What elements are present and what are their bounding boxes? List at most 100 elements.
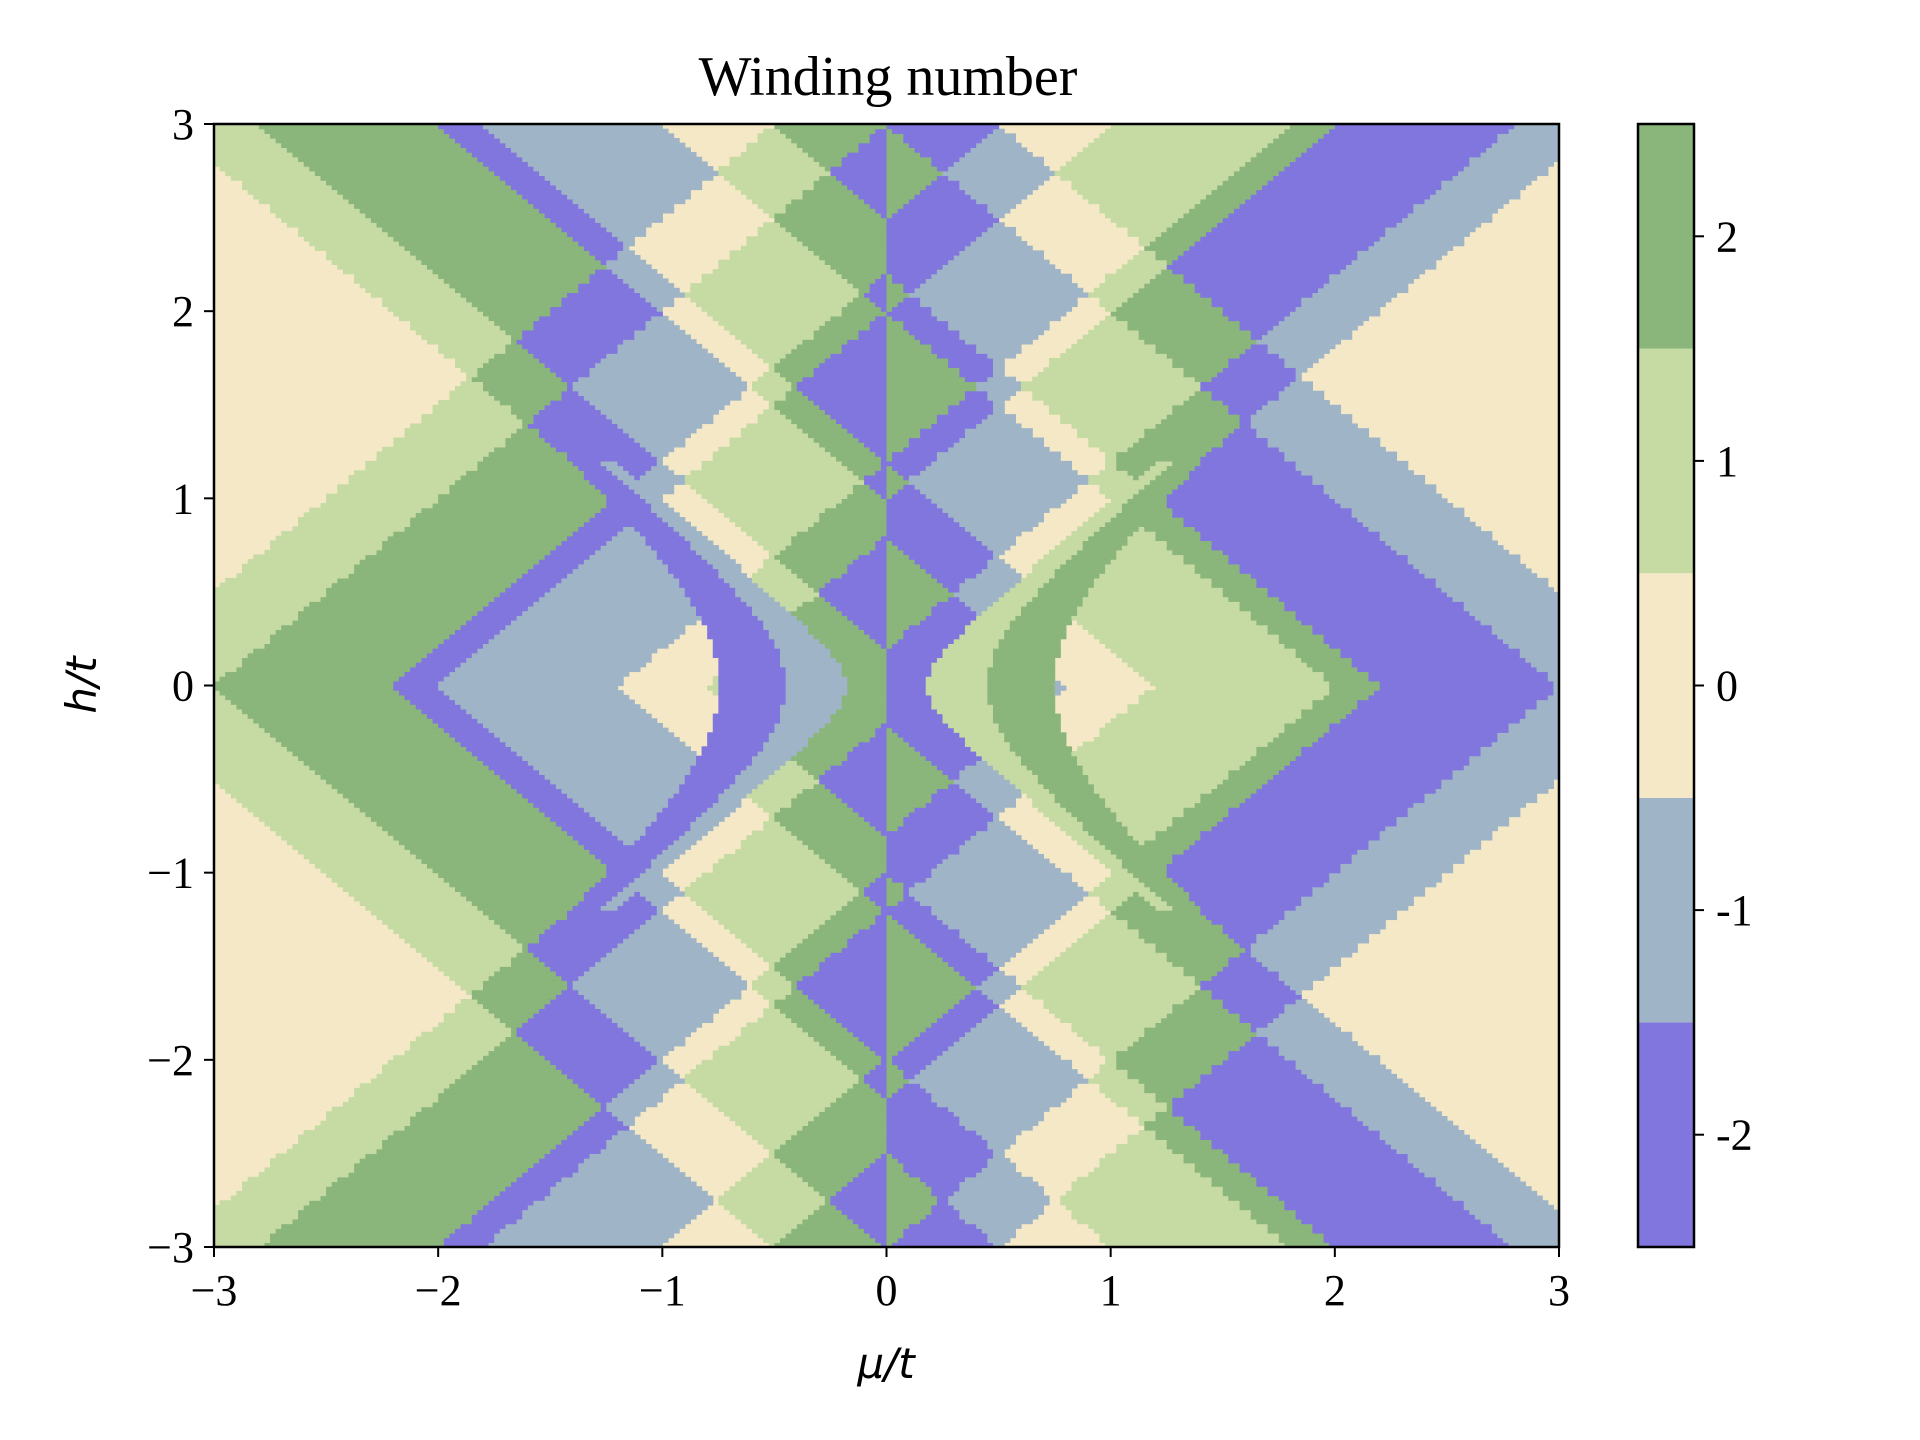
heatmap-cell — [303, 512, 417, 518]
heatmap-cell — [886, 1172, 910, 1178]
heatmap-cell — [886, 1214, 927, 1220]
heatmap-cell — [763, 970, 781, 977]
heatmap-cell — [1278, 919, 1386, 925]
heatmap-cell — [1536, 704, 1560, 710]
heatmap-cell — [1116, 1148, 1173, 1155]
heatmap-cell — [1144, 484, 1179, 490]
heatmap-cell — [488, 1050, 540, 1056]
heatmap-cell — [886, 203, 904, 209]
heatmap-cell — [886, 1176, 921, 1183]
heatmap-cell — [1553, 690, 1560, 696]
heatmap-cell — [1194, 526, 1370, 532]
heatmap-cell — [802, 989, 888, 995]
heatmap-cell — [992, 816, 1000, 822]
heatmap-cell — [886, 255, 955, 261]
heatmap-cell — [836, 1190, 888, 1197]
heatmap-cell — [645, 867, 663, 874]
heatmap-cell — [992, 662, 1056, 668]
heatmap-cell — [1172, 362, 1229, 368]
heatmap-cell — [802, 376, 888, 382]
heatmap-cell — [847, 877, 876, 883]
heatmap-cell — [976, 1172, 1022, 1178]
heatmap-cell — [656, 554, 703, 560]
heatmap-cell — [1127, 825, 1168, 832]
heatmap-cell — [449, 694, 630, 701]
heatmap-cell — [735, 521, 815, 528]
heatmap-cell — [1088, 442, 1134, 448]
heatmap-cell — [886, 605, 932, 612]
heatmap-cell — [886, 442, 910, 448]
heatmap-cell — [1413, 1162, 1504, 1169]
heatmap-cell — [1071, 1186, 1224, 1192]
heatmap-cell — [1284, 166, 1465, 172]
heatmap-cell — [606, 465, 624, 471]
heatmap-cell — [970, 793, 1022, 799]
heatmap-cell — [1116, 713, 1302, 719]
heatmap-cell — [634, 839, 675, 846]
heatmap-cell — [959, 184, 1039, 191]
heatmap-cell — [869, 1045, 888, 1052]
heatmap-cell — [763, 208, 787, 214]
heatmap-cell — [925, 1087, 1073, 1094]
heatmap-cell — [370, 217, 551, 223]
heatmap-cell — [841, 1092, 882, 1098]
heatmap-cell — [830, 863, 888, 869]
heatmap-cell — [393, 311, 484, 317]
heatmap-cell — [387, 231, 568, 237]
heatmap-cell — [1278, 1045, 1364, 1052]
heatmap-cell — [729, 329, 815, 336]
heatmap-cell — [925, 465, 1073, 471]
heatmap-cell — [1166, 1101, 1173, 1108]
heatmap-cell — [701, 905, 843, 911]
heatmap-cell — [1452, 769, 1560, 776]
heatmap-cell — [1127, 535, 1157, 542]
heatmap-cell — [886, 128, 893, 134]
heatmap-cell — [1250, 947, 1358, 953]
heatmap-cell — [808, 933, 854, 939]
heatmap-cell — [903, 484, 916, 490]
heatmap-cell — [1049, 788, 1095, 794]
heatmap-cell — [1189, 474, 1314, 481]
heatmap-cell — [908, 479, 1089, 485]
heatmap-cell — [936, 1055, 1061, 1061]
heatmap-cell — [1093, 924, 1129, 930]
heatmap-cell — [1329, 1092, 1420, 1098]
heatmap-cell — [1155, 1111, 1173, 1117]
heatmap-cell — [886, 414, 938, 420]
heatmap-cell — [987, 376, 1016, 382]
heatmap-cell — [718, 793, 747, 799]
heatmap-cell — [583, 1087, 624, 1094]
heatmap-cell — [858, 292, 865, 298]
heatmap-cell — [617, 1115, 635, 1122]
heatmap-cell — [847, 690, 888, 696]
heatmap-cell — [567, 535, 613, 542]
heatmap-cell — [953, 1190, 1045, 1197]
heatmap-cell — [1222, 928, 1269, 935]
heatmap-cell — [813, 928, 860, 935]
heatmap-cell — [701, 554, 731, 560]
heatmap-cell — [1032, 563, 1061, 570]
heatmap-cell — [1043, 1003, 1173, 1009]
heatmap-cell — [1306, 662, 1353, 668]
heatmap-cell — [757, 390, 787, 396]
heatmap-cell — [214, 751, 294, 757]
heatmap-cell — [1278, 596, 1454, 602]
heatmap-cell — [690, 821, 719, 827]
x-tick-label: −1 — [639, 1266, 686, 1315]
heatmap-cell — [1278, 732, 1325, 738]
heatmap-cell — [1032, 568, 1056, 574]
heatmap-cell — [791, 1228, 865, 1234]
heatmap-cell — [656, 853, 680, 860]
heatmap-cell — [959, 634, 1005, 640]
heatmap-cell — [483, 643, 669, 649]
heatmap-cell — [1189, 208, 1235, 214]
heatmap-cell — [477, 905, 574, 911]
heatmap-cell — [768, 816, 776, 822]
heatmap-cell — [690, 540, 714, 546]
heatmap-cell — [1172, 961, 1229, 967]
heatmap-cell — [808, 1214, 848, 1220]
heatmap-cell — [617, 942, 703, 949]
heatmap-cell — [768, 1242, 776, 1248]
heatmap-cell — [1049, 357, 1173, 364]
heatmap-cell — [1161, 418, 1241, 425]
